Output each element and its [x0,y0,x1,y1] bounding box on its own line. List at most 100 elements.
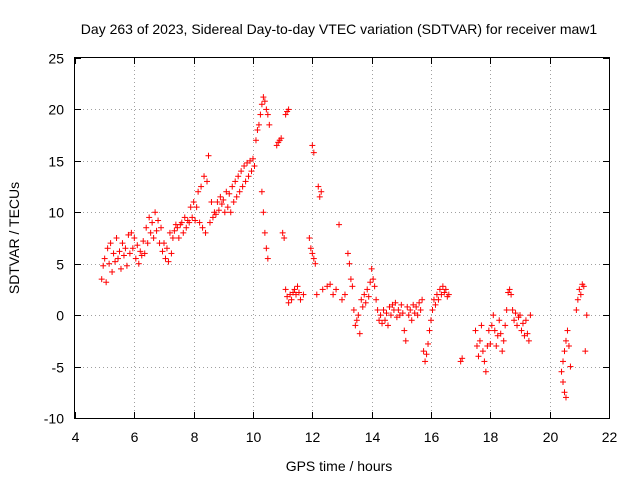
data-point [574,296,581,303]
data-point [428,317,434,324]
data-point [525,337,532,344]
data-point [426,327,433,334]
data-point [161,240,167,247]
data-point [258,101,265,108]
x-tick-label: 12 [305,429,321,445]
data-point [122,245,129,252]
data-point [236,188,243,195]
data-point [315,183,322,190]
data-point [258,188,265,195]
data-point [436,286,443,293]
data-point [561,389,568,396]
data-point [370,276,377,283]
data-point [473,343,480,349]
data-point [347,276,354,283]
x-axis-label: GPS time / hours [286,458,393,474]
data-point [522,317,529,324]
data-point [310,149,317,156]
data-point [206,219,213,226]
data-point [100,262,107,269]
data-point [150,235,157,241]
data-point [562,337,569,344]
data-point [476,337,483,344]
data-point [245,173,252,180]
y-tick-labels: -10 -5 0 5 10 15 20 25 [44,51,64,427]
data-point [174,224,181,231]
data-point [414,312,421,319]
data-point [341,291,348,298]
data-point [383,310,390,317]
data-point [350,307,357,313]
data-point [472,327,479,334]
data-point [490,312,497,319]
y-tick-label: 15 [48,154,64,170]
data-point [153,227,160,234]
data-point [202,229,209,236]
data-point [402,337,409,344]
data-point [380,307,387,313]
data-point [307,245,314,252]
data-point [509,307,516,313]
data-point [201,173,208,180]
data-point [193,204,200,211]
x-tick-label: 14 [365,429,381,445]
data-point [560,358,567,365]
data-point [500,337,507,344]
data-point [239,183,246,190]
data-point [318,188,325,195]
data-point [374,307,381,313]
data-point [250,155,256,162]
data-point [333,286,340,293]
data-points [98,94,590,401]
x-tick-label: 6 [131,429,139,445]
data-point [497,330,504,337]
data-point [401,327,408,334]
data-point [226,190,233,197]
data-point [116,248,123,255]
data-point [260,209,267,216]
data-point [123,262,130,269]
data-point [252,137,259,144]
data-point [336,221,343,228]
data-point [285,106,292,113]
data-point [398,301,405,308]
data-point [149,219,156,226]
data-point [297,296,304,303]
data-point [405,312,412,319]
data-point [316,193,323,200]
data-point [106,260,113,267]
data-point [214,199,221,205]
data-point [165,258,172,265]
data-point [435,296,442,303]
data-point [261,98,268,105]
data-point [514,322,521,329]
data-point [168,250,175,257]
data-point [128,229,135,236]
grid-lines [75,58,609,418]
data-point [319,286,326,293]
data-point [251,163,258,169]
data-point [227,209,234,216]
data-point [261,229,268,236]
plot-frame [74,57,610,419]
data-point [558,368,565,375]
x-tick-label: 18 [483,429,499,445]
data-point [395,307,402,313]
data-point [353,317,360,324]
data-point [377,312,384,319]
data-point [349,283,356,290]
y-tick-label: 5 [56,257,64,273]
data-point [577,291,584,298]
data-point [112,258,119,265]
data-point [175,235,182,241]
data-point [195,188,202,195]
data-point [101,255,108,262]
data-point [285,299,292,306]
data-point [155,217,162,224]
data-point [407,307,414,313]
data-point [229,183,236,190]
data-point [131,235,138,241]
data-point [362,299,369,306]
data-point [166,229,173,236]
